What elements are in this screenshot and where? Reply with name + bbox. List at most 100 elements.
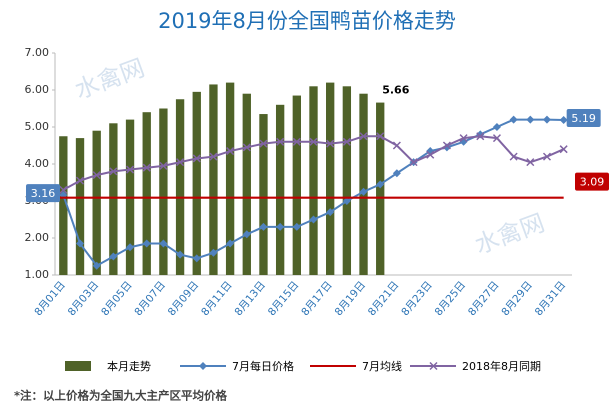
y-tick-label: 4.00	[25, 157, 50, 170]
x-tick-label: 8月03日	[66, 279, 102, 318]
x-tick-label: 8月19日	[333, 279, 369, 318]
marker	[259, 222, 268, 231]
marker	[359, 132, 368, 141]
bar	[159, 108, 168, 275]
bar	[92, 130, 101, 275]
marker	[526, 158, 535, 167]
marker	[509, 115, 518, 124]
marker	[226, 147, 235, 156]
bar	[309, 86, 318, 275]
marker	[226, 239, 235, 248]
x-tick-label: 8月25日	[433, 279, 469, 318]
marker	[192, 254, 201, 263]
bar	[292, 95, 301, 275]
marker	[109, 167, 118, 176]
data-label: 5.19	[571, 112, 596, 125]
marker	[442, 141, 451, 150]
marker	[109, 252, 118, 261]
footnote: *注：以上价格为全国九大主产区平均价格	[14, 389, 228, 403]
x-tick-label: 8月05日	[99, 279, 135, 318]
marker	[309, 215, 318, 224]
data-label: 5.66	[382, 84, 409, 97]
marker	[509, 152, 518, 161]
marker	[176, 250, 185, 259]
marker	[126, 243, 135, 252]
marker	[559, 115, 568, 124]
watermark: 水禽网	[471, 209, 548, 260]
marker	[492, 123, 501, 131]
bar	[326, 82, 335, 275]
bar	[359, 93, 368, 275]
marker	[292, 222, 301, 231]
marker	[292, 137, 301, 146]
x-tick-label: 8月13日	[232, 279, 268, 318]
marker	[92, 171, 101, 180]
x-tick-label: 8月15日	[266, 279, 302, 318]
watermark: 水禽网	[71, 54, 148, 105]
legend-label: 2018年8月同期	[462, 359, 541, 373]
label-box	[566, 108, 601, 127]
bar	[209, 84, 218, 275]
bar	[75, 138, 85, 275]
marker	[209, 152, 218, 161]
marker	[259, 139, 268, 148]
bar	[192, 91, 201, 275]
marker	[276, 137, 285, 146]
y-tick-label: 5.00	[25, 120, 50, 133]
marker	[176, 158, 185, 167]
marker	[542, 152, 552, 161]
x-tick-label: 8月07日	[132, 279, 168, 318]
legend-label: 7月均线	[362, 359, 402, 373]
x-tick-label: 8月17日	[299, 279, 335, 318]
marker	[492, 134, 501, 143]
marker	[192, 154, 201, 163]
bar	[275, 104, 285, 275]
y-tick-label: 1.00	[25, 268, 50, 281]
bar	[175, 99, 185, 275]
data-label: 3.16	[31, 187, 56, 200]
x-tick-label: 8月31日	[533, 279, 569, 318]
marker	[392, 141, 401, 150]
chart-title: 2019年8月份全国鸭苗价格走势	[158, 9, 456, 33]
marker	[126, 165, 135, 174]
marker	[276, 222, 285, 231]
bar	[342, 86, 352, 275]
legend-swatch	[65, 361, 91, 371]
marker	[476, 132, 485, 141]
marker	[342, 197, 351, 205]
marker	[392, 169, 401, 178]
bar	[142, 112, 151, 275]
x-tick-label: 8月21日	[366, 279, 402, 318]
bar	[225, 82, 235, 275]
bar	[376, 102, 385, 275]
x-tick-label: 8月01日	[32, 279, 68, 318]
legend-marker	[429, 361, 438, 371]
marker	[376, 132, 385, 141]
marker	[326, 139, 335, 148]
marker	[459, 134, 468, 143]
marker	[159, 239, 168, 248]
marker	[342, 137, 351, 146]
y-tick-label: 6.00	[25, 83, 50, 96]
marker	[75, 176, 85, 185]
x-tick-label: 8月27日	[466, 279, 502, 318]
label-box	[575, 172, 609, 191]
data-label: 3.09	[580, 176, 605, 189]
marker	[242, 230, 251, 239]
legend-label: 7月每日价格	[232, 359, 294, 373]
marker	[409, 158, 418, 167]
x-tick-label: 8月11日	[199, 279, 235, 318]
marker	[142, 239, 151, 248]
marker	[376, 180, 385, 189]
bar	[59, 136, 68, 275]
marker	[142, 163, 151, 172]
legend-label: 本月走势	[107, 359, 151, 373]
marker	[359, 187, 368, 196]
marker	[526, 115, 535, 124]
marker	[326, 208, 335, 217]
marker	[59, 185, 68, 194]
marker	[426, 150, 435, 159]
legend-marker	[199, 362, 207, 370]
y-tick-label: 2.00	[25, 231, 50, 244]
